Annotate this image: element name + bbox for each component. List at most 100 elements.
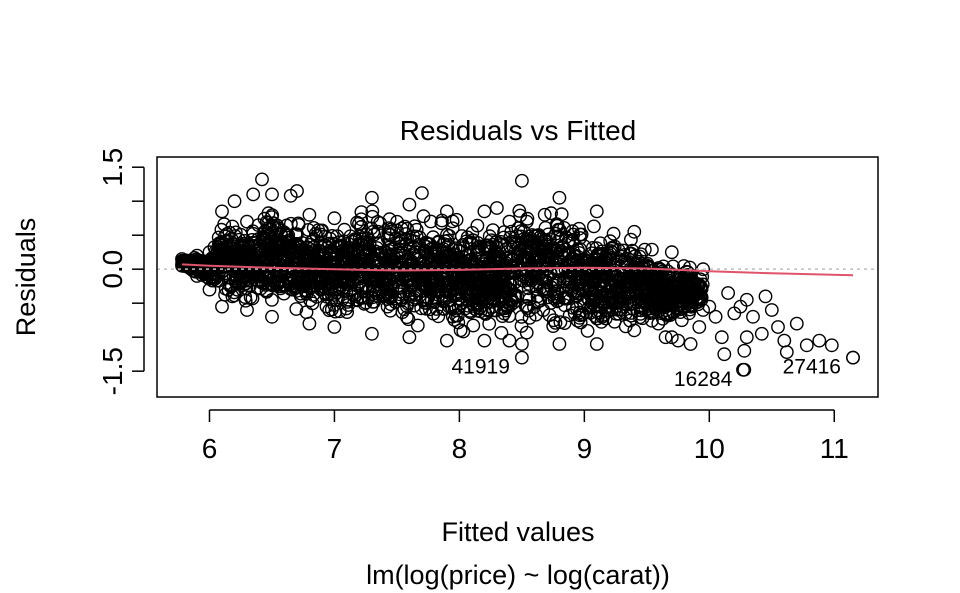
data-point bbox=[624, 308, 639, 323]
data-point bbox=[531, 276, 545, 291]
data-point bbox=[228, 225, 243, 240]
data-point bbox=[363, 243, 378, 258]
data-point bbox=[570, 313, 585, 328]
data-point bbox=[190, 269, 204, 283]
data-point bbox=[466, 318, 481, 333]
y-tick-label: 1.5 bbox=[97, 148, 128, 187]
data-point bbox=[305, 234, 320, 249]
data-point bbox=[458, 261, 472, 275]
data-point bbox=[414, 186, 429, 200]
data-point bbox=[606, 226, 621, 241]
data-point bbox=[439, 204, 454, 219]
data-point bbox=[390, 259, 404, 274]
data-point bbox=[364, 249, 379, 263]
data-point bbox=[340, 244, 354, 259]
data-point bbox=[514, 319, 529, 333]
data-point bbox=[498, 278, 513, 293]
data-point bbox=[589, 337, 604, 351]
data-point bbox=[602, 291, 617, 306]
data-point bbox=[616, 243, 631, 258]
data-point bbox=[406, 292, 421, 307]
data-point bbox=[259, 284, 274, 299]
data-point bbox=[589, 204, 604, 219]
data-point bbox=[272, 246, 286, 261]
data-point bbox=[689, 292, 704, 307]
data-point bbox=[522, 292, 537, 306]
data-point bbox=[222, 225, 237, 240]
data-point bbox=[609, 295, 624, 309]
data-point bbox=[393, 236, 407, 251]
data-point bbox=[655, 311, 670, 326]
data-point bbox=[410, 318, 425, 333]
data-point bbox=[340, 305, 354, 319]
data-point bbox=[402, 330, 417, 345]
x-tick-label: 10 bbox=[694, 433, 725, 464]
data-point bbox=[515, 337, 529, 351]
data-point bbox=[439, 333, 454, 348]
data-point bbox=[299, 286, 314, 301]
data-point bbox=[492, 294, 507, 308]
data-point bbox=[382, 212, 397, 227]
data-point bbox=[642, 285, 657, 300]
outlier-point bbox=[515, 350, 529, 365]
data-point bbox=[603, 280, 618, 294]
data-point bbox=[494, 325, 509, 340]
data-point bbox=[771, 320, 785, 334]
data-point bbox=[337, 222, 352, 237]
data-point bbox=[488, 284, 502, 299]
data-point bbox=[489, 201, 504, 215]
data-point bbox=[324, 251, 339, 265]
data-point bbox=[789, 316, 804, 331]
data-point bbox=[671, 333, 685, 348]
data-point bbox=[758, 289, 773, 304]
data-point bbox=[447, 312, 462, 327]
data-point bbox=[208, 244, 223, 259]
data-point bbox=[361, 290, 376, 305]
data-point bbox=[620, 288, 635, 302]
data-point bbox=[202, 245, 217, 260]
data-point bbox=[548, 315, 563, 330]
data-point bbox=[520, 298, 534, 313]
data-point bbox=[518, 264, 533, 279]
data-point bbox=[628, 286, 643, 301]
data-point bbox=[296, 279, 311, 294]
data-point bbox=[627, 323, 642, 338]
outlier-label: 41919 bbox=[451, 356, 509, 379]
data-point bbox=[215, 299, 229, 314]
data-point bbox=[529, 307, 543, 322]
data-point bbox=[651, 316, 666, 331]
x-tick-label: 7 bbox=[327, 433, 343, 464]
y-axis: -1.5 0.0 1.5 bbox=[97, 148, 145, 395]
y-axis-label: Residuals bbox=[11, 218, 41, 337]
data-point bbox=[414, 301, 429, 316]
data-point bbox=[603, 246, 618, 261]
data-point bbox=[445, 301, 460, 316]
data-point bbox=[650, 271, 665, 286]
data-point bbox=[240, 303, 254, 317]
data-point bbox=[529, 259, 544, 273]
data-point bbox=[305, 296, 320, 311]
data-point bbox=[214, 222, 229, 237]
data-point bbox=[240, 214, 254, 229]
data-point bbox=[270, 277, 285, 292]
data-point bbox=[231, 276, 246, 291]
data-point bbox=[318, 238, 333, 253]
data-point bbox=[302, 207, 317, 222]
data-point bbox=[540, 282, 554, 297]
data-point bbox=[452, 291, 467, 306]
data-point bbox=[598, 311, 613, 326]
data-point bbox=[587, 274, 601, 289]
data-point bbox=[477, 204, 492, 219]
data-point bbox=[623, 297, 638, 312]
data-point bbox=[824, 338, 839, 353]
data-point bbox=[224, 254, 239, 269]
data-point bbox=[677, 259, 691, 273]
data-point bbox=[340, 250, 355, 265]
data-point bbox=[280, 230, 295, 245]
data-point bbox=[436, 244, 451, 259]
data-point bbox=[290, 227, 304, 242]
data-point bbox=[414, 272, 429, 287]
data-point bbox=[558, 274, 572, 289]
data-point bbox=[533, 230, 547, 245]
